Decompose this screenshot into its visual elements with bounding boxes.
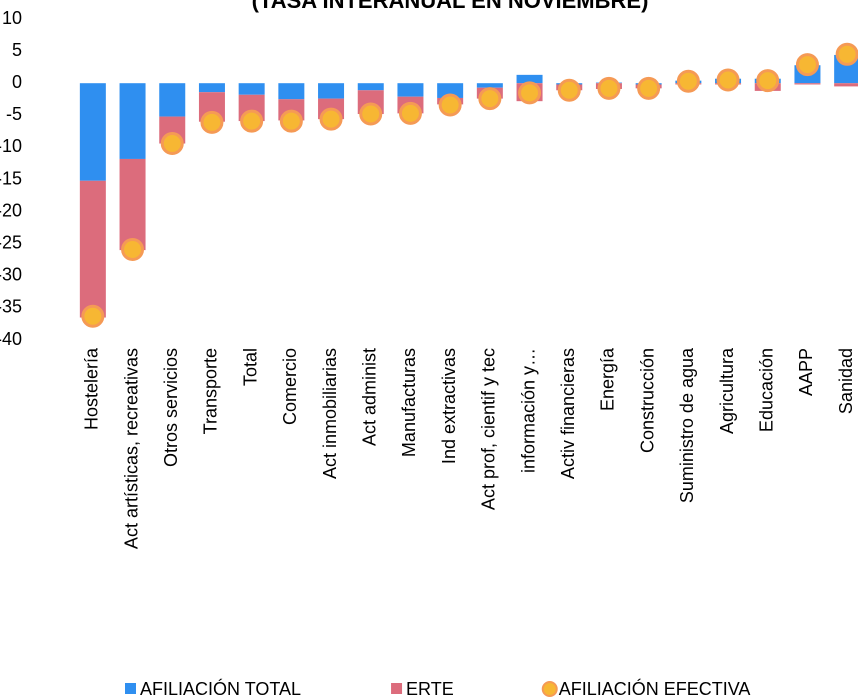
marker [398, 101, 422, 125]
x-tick-label: Ind extractivas [439, 348, 459, 464]
legend-label: ERTE [406, 679, 454, 699]
marker [557, 78, 581, 102]
x-tick-label: Construcción [637, 348, 657, 453]
y-tick-label: 10 [2, 8, 22, 28]
bar [794, 83, 821, 85]
bar [397, 83, 424, 97]
marker [319, 107, 343, 131]
bar [238, 83, 265, 95]
y-tick-label: -25 [0, 232, 22, 252]
bar [476, 83, 503, 88]
x-tick-label: Comercio [280, 348, 300, 425]
legend-label: AFILIACIÓN EFECTIVA [559, 678, 751, 699]
y-tick-label: -15 [0, 168, 22, 188]
marker [716, 68, 740, 92]
marker [478, 87, 502, 111]
marker [359, 102, 383, 126]
legend-label: AFILIACIÓN TOTAL [140, 678, 301, 699]
marker [756, 69, 780, 93]
legend-swatch [391, 683, 403, 694]
bar [516, 74, 543, 84]
bar [79, 83, 106, 181]
bar [318, 83, 345, 99]
x-tick-label: Hostelería [82, 347, 102, 430]
marker [676, 69, 700, 93]
x-tick-label: Agricultura [717, 347, 737, 434]
x-tick-label: Transporte [201, 348, 221, 434]
marker [518, 81, 542, 105]
y-tick-label: -35 [0, 297, 22, 317]
x-tick-label: Act inmobiliarias [320, 348, 340, 479]
marker [795, 53, 819, 77]
x-tick-label: Manufacturas [399, 348, 419, 457]
y-tick-label: -30 [0, 265, 22, 285]
marker [637, 76, 661, 100]
x-tick-label: Act prof, cientif y tec [479, 348, 499, 510]
bar [437, 83, 464, 98]
x-tick-label: AAPP [796, 348, 816, 396]
y-tick-label: -40 [0, 329, 22, 349]
marker [835, 42, 858, 66]
bar [119, 83, 146, 159]
bar [79, 180, 106, 318]
x-tick-label: Educación [757, 348, 777, 432]
x-tick-label: Activ financieras [558, 348, 578, 479]
x-tick-label: Energía [598, 347, 618, 411]
marker [240, 109, 264, 133]
bar [834, 83, 858, 87]
x-tick-label: Total [240, 348, 260, 386]
x-tick-label: Otros servicios [161, 348, 181, 467]
x-tick-label: Act artísticas, recreativas [121, 348, 141, 549]
legend-swatch [125, 683, 136, 694]
y-tick-label: -20 [0, 200, 22, 220]
x-tick-label: Suministro de agua [677, 347, 697, 503]
bar [357, 83, 384, 91]
legend-swatch [541, 681, 558, 697]
bar [198, 83, 225, 93]
y-tick-label: -10 [0, 136, 22, 156]
marker [438, 93, 462, 117]
marker [160, 132, 184, 156]
x-tick-label: información y… [518, 348, 538, 473]
bar [159, 83, 186, 117]
marker [81, 304, 105, 328]
marker [597, 76, 621, 100]
x-tick-label: Sanidad [836, 348, 856, 414]
marker [200, 110, 224, 134]
x-tick-label: Act administ [360, 348, 380, 446]
bar [119, 158, 146, 251]
chart-title: (TASA INTERANUAL EN NOVIEMBRE) [252, 0, 649, 13]
marker [121, 237, 145, 261]
y-tick-label: -5 [6, 104, 22, 124]
marker [279, 109, 303, 133]
bar [278, 83, 305, 100]
y-tick-label: 0 [12, 72, 22, 92]
y-tick-label: 5 [12, 40, 22, 60]
